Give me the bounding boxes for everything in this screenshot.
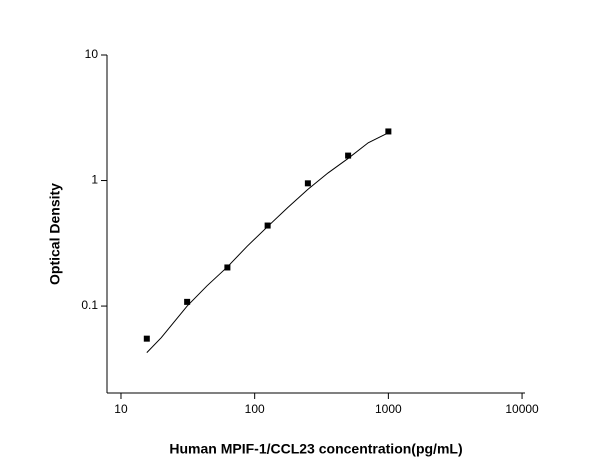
y-tick-label: 0.1 (81, 298, 98, 312)
point (304, 180, 311, 187)
point (184, 298, 191, 305)
y-tick-label: 1 (91, 173, 98, 187)
point (143, 335, 150, 342)
y-axis-title: Optical Density (47, 183, 63, 285)
y-tick-label: 10 (85, 47, 99, 61)
x-tick-label: 1000 (375, 402, 402, 416)
point (264, 222, 271, 229)
x-axis-title: Human MPIF-1/CCL23 concentration(pg/mL) (169, 441, 462, 457)
fit-curve (146, 132, 389, 353)
point (345, 152, 352, 159)
x-tick-label: 100 (245, 402, 265, 416)
x-tick-label: 10000 (505, 402, 539, 416)
x-tick-label: 10 (114, 402, 128, 416)
point (385, 128, 392, 135)
